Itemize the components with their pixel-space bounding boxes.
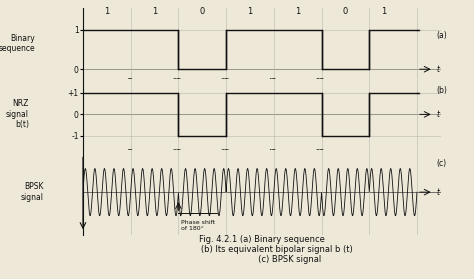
Text: t: t [436, 110, 439, 119]
Text: Tₙ: Tₙ [127, 78, 134, 84]
Text: 2Tₙ: 2Tₙ [173, 149, 184, 155]
Text: Fig. 4.2.1 (a) Binary sequence
           (b) Its equivalent bipolar signal b (t: Fig. 4.2.1 (a) Binary sequence (b) Its e… [172, 235, 352, 264]
Text: 5Tₙ: 5Tₙ [316, 149, 327, 155]
Text: 3Tₙ: 3Tₙ [220, 149, 232, 155]
Text: 0: 0 [200, 7, 205, 16]
Text: 4Tₙ: 4Tₙ [268, 149, 280, 155]
Text: 4Tₙ: 4Tₙ [268, 78, 280, 84]
Text: (c): (c) [436, 159, 446, 168]
Text: t: t [436, 65, 439, 74]
Text: 1: 1 [381, 7, 386, 16]
Text: 3Tₙ: 3Tₙ [220, 78, 232, 84]
Y-axis label: Binary
sequence: Binary sequence [0, 34, 35, 53]
Text: 1: 1 [247, 7, 253, 16]
Text: (b): (b) [436, 86, 447, 95]
Y-axis label: NRZ
signal
b(t): NRZ signal b(t) [6, 100, 29, 129]
Text: 1: 1 [104, 7, 109, 16]
Text: t: t [436, 188, 439, 197]
Text: 0: 0 [343, 7, 348, 16]
Text: 5Tₙ: 5Tₙ [316, 78, 327, 84]
Text: Phase shift
of 180°: Phase shift of 180° [181, 220, 215, 231]
Text: 2Tₙ: 2Tₙ [173, 78, 184, 84]
Text: Tₙ: Tₙ [127, 149, 134, 155]
Y-axis label: BPSK
signal: BPSK signal [21, 182, 44, 202]
Text: 1: 1 [152, 7, 157, 16]
Text: 1: 1 [295, 7, 301, 16]
Text: (a): (a) [436, 31, 447, 40]
